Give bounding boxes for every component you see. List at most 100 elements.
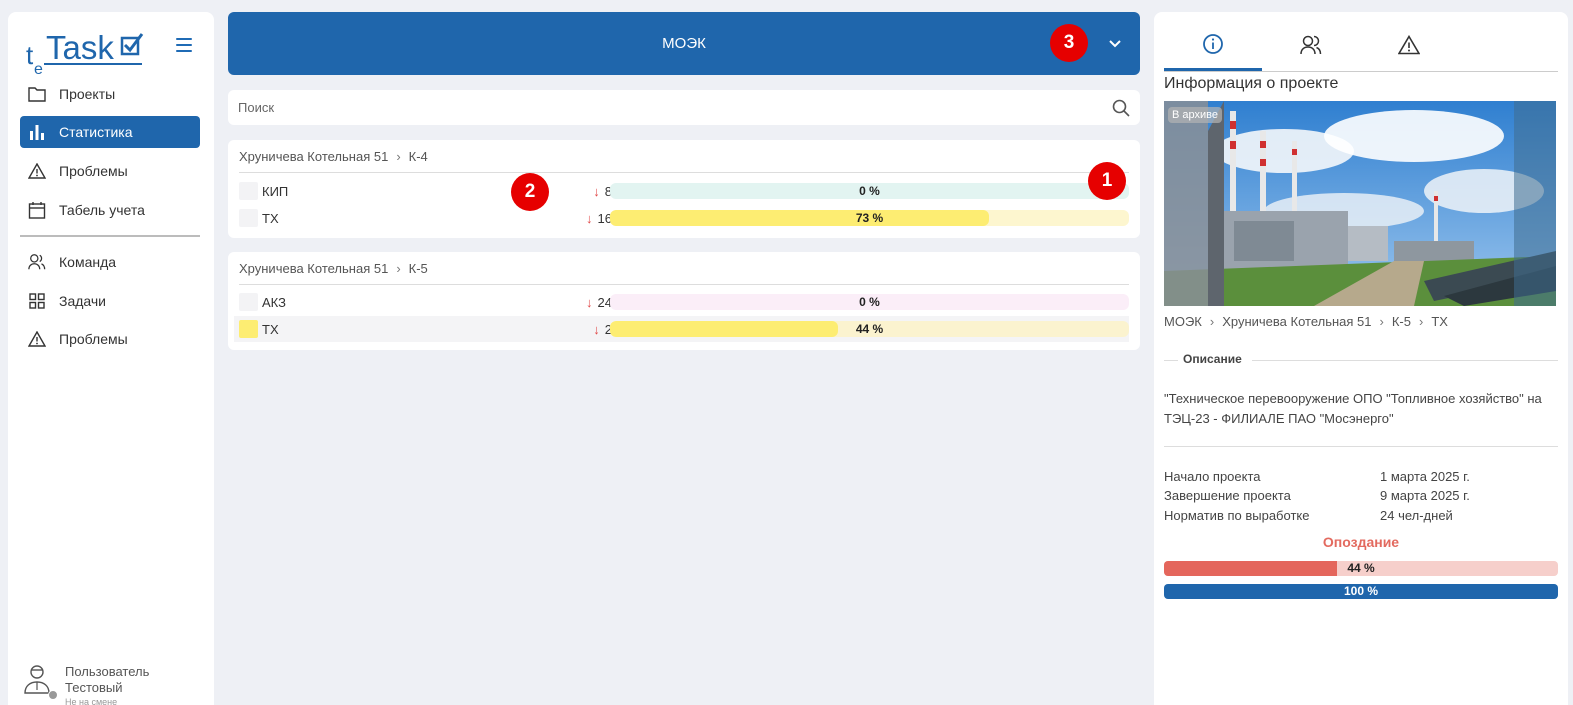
folder-icon [28, 85, 46, 103]
item-count: ↓ 24 [586, 294, 612, 310]
chevron-right-icon: › [1379, 314, 1384, 329]
list-item[interactable]: ТХ ↓ 16 73 % [234, 205, 1129, 231]
late-status: Опоздание [1322, 534, 1400, 550]
breadcrumb-item[interactable]: К-5 [408, 261, 428, 276]
chevron-down-icon[interactable] [1108, 36, 1122, 50]
sidebar-item-problems-2[interactable]: Проблемы [20, 323, 200, 355]
description-header: Описание [1164, 352, 1558, 368]
sidebar-item-problems[interactable]: Проблемы [20, 155, 200, 187]
users-icon [28, 253, 46, 271]
item-label: АКЗ [262, 294, 286, 310]
progress-fill [1164, 584, 1558, 599]
chevron-right-icon: › [396, 149, 401, 164]
tab-problems[interactable] [1360, 24, 1458, 71]
bar-chart-icon [28, 123, 46, 141]
warning-icon [28, 162, 46, 180]
divider [1164, 446, 1558, 447]
breadcrumb-item[interactable]: Хруничева Котельная 51 [239, 261, 389, 276]
breadcrumb-item[interactable]: МОЭК [1164, 314, 1202, 329]
breadcrumb: Хруничева Котельная 51 › К-4 [239, 149, 428, 164]
chevron-right-icon: › [396, 261, 401, 276]
svg-text:e: e [34, 61, 43, 78]
user-name-first: Пользователь [65, 664, 150, 679]
project-photo[interactable]: В архиве [1164, 101, 1556, 306]
sidebar-item-statistics[interactable]: Статистика [20, 116, 200, 148]
tab-team[interactable] [1262, 24, 1360, 71]
users-icon [1300, 35, 1322, 60]
item-count: ↓ 8 [593, 183, 612, 199]
progress-percent: 73 % [855, 211, 884, 225]
list-item[interactable]: КИП ↓ 8 0 % [234, 178, 1129, 204]
progress-fill [610, 210, 989, 226]
progress-fill [1164, 561, 1338, 576]
item-label: ТХ [262, 321, 279, 337]
item-label: ТХ [262, 210, 279, 226]
sidebar-item-label: Табель учета [59, 202, 145, 218]
group-card-k4: Хруничева Котельная 51 › К-4 КИП ↓ 8 0 % … [228, 140, 1140, 238]
annotation-badge-1: 1 [1088, 162, 1126, 200]
breadcrumb: МОЭК › Хруничева Котельная 51 › К-5 › ТХ [1164, 314, 1448, 329]
status-dot [48, 690, 58, 700]
tab-info[interactable] [1164, 24, 1262, 71]
warning-icon [1397, 34, 1421, 60]
group-card-k5: Хруничева Котельная 51 › К-5 АКЗ ↓ 24 0 %… [228, 252, 1140, 350]
project-title: МОЭК [662, 35, 706, 52]
menu-toggle-icon[interactable] [176, 38, 192, 52]
progress-bar: 0 % [610, 183, 1129, 199]
user-name-last: Тестовый [65, 680, 123, 695]
sidebar-item-label: Задачи [59, 293, 107, 309]
sidebar-item-label: Проблемы [59, 331, 128, 347]
breadcrumb-item[interactable]: К-5 [1391, 314, 1411, 329]
start-value: 1 марта 2025 г. [1380, 469, 1470, 484]
breadcrumb-item[interactable]: К-4 [408, 149, 428, 164]
chevron-right-icon: › [1419, 314, 1424, 329]
progress-bar: 0 % [610, 294, 1129, 310]
item-count: ↓ 16 [586, 210, 612, 226]
sidebar-item-label: Проблемы [59, 163, 128, 179]
end-label: Завершение проекта [1164, 488, 1291, 503]
end-value: 9 марта 2025 г. [1380, 488, 1470, 503]
annotation-badge-3: 3 [1050, 24, 1088, 62]
breadcrumb-item[interactable]: Хруничева Котельная 51 [1222, 314, 1372, 329]
item-count: ↓ 2 [593, 321, 612, 337]
sidebar: t e Task Проекты Статистика Проблемы Таб… [8, 12, 214, 705]
progress-bar: 73 % [610, 210, 1129, 226]
list-item-selected[interactable]: ТХ ↓ 2 44 % [234, 316, 1129, 342]
user-profile[interactable]: Пользователь Тестовый Не на смене [24, 664, 149, 705]
search-icon[interactable] [1112, 99, 1130, 117]
breadcrumb-item[interactable]: ТХ [1431, 314, 1448, 329]
breadcrumb-item[interactable]: Хруничева Котельная 51 [239, 149, 389, 164]
search-input[interactable] [238, 100, 1098, 115]
sidebar-item-label: Проекты [59, 86, 116, 102]
avatar [24, 664, 58, 700]
user-status: Не на смене [65, 697, 118, 705]
sidebar-item-projects[interactable]: Проекты [20, 78, 200, 110]
sidebar-item-timesheet[interactable]: Табель учета [20, 194, 200, 226]
arrow-down-icon: ↓ [586, 294, 593, 310]
warning-icon [28, 330, 46, 348]
description-title: Описание [1183, 352, 1242, 366]
norm-value: 24 чел-дней [1380, 508, 1453, 523]
progress-percent: 0 % [859, 295, 880, 309]
item-label: КИП [262, 183, 289, 199]
work-progress-bar: 44 % [1164, 561, 1558, 576]
sidebar-item-team[interactable]: Команда [20, 246, 200, 278]
project-selector[interactable]: МОЭК [228, 12, 1140, 75]
archive-badge: В архиве [1168, 107, 1222, 123]
sidebar-item-label: Статистика [59, 124, 133, 140]
progress-percent: 100 % [1343, 584, 1379, 598]
panel-tabs [1164, 24, 1558, 72]
divider [239, 284, 1129, 285]
svg-text:t: t [26, 40, 34, 70]
color-swatch [239, 293, 258, 311]
annotation-badge-2: 2 [511, 173, 549, 211]
tetask-logo[interactable]: t e Task [24, 26, 154, 78]
progress-percent: 44 % [1347, 561, 1375, 575]
project-info-panel: Информация о проекте [1154, 12, 1568, 705]
arrow-down-icon: ↓ [593, 321, 600, 337]
arrow-down-icon: ↓ [586, 210, 593, 226]
divider [239, 172, 1129, 173]
list-item[interactable]: АКЗ ↓ 24 0 % [234, 289, 1129, 315]
color-swatch [239, 320, 258, 338]
sidebar-item-tasks[interactable]: Задачи [20, 285, 200, 317]
